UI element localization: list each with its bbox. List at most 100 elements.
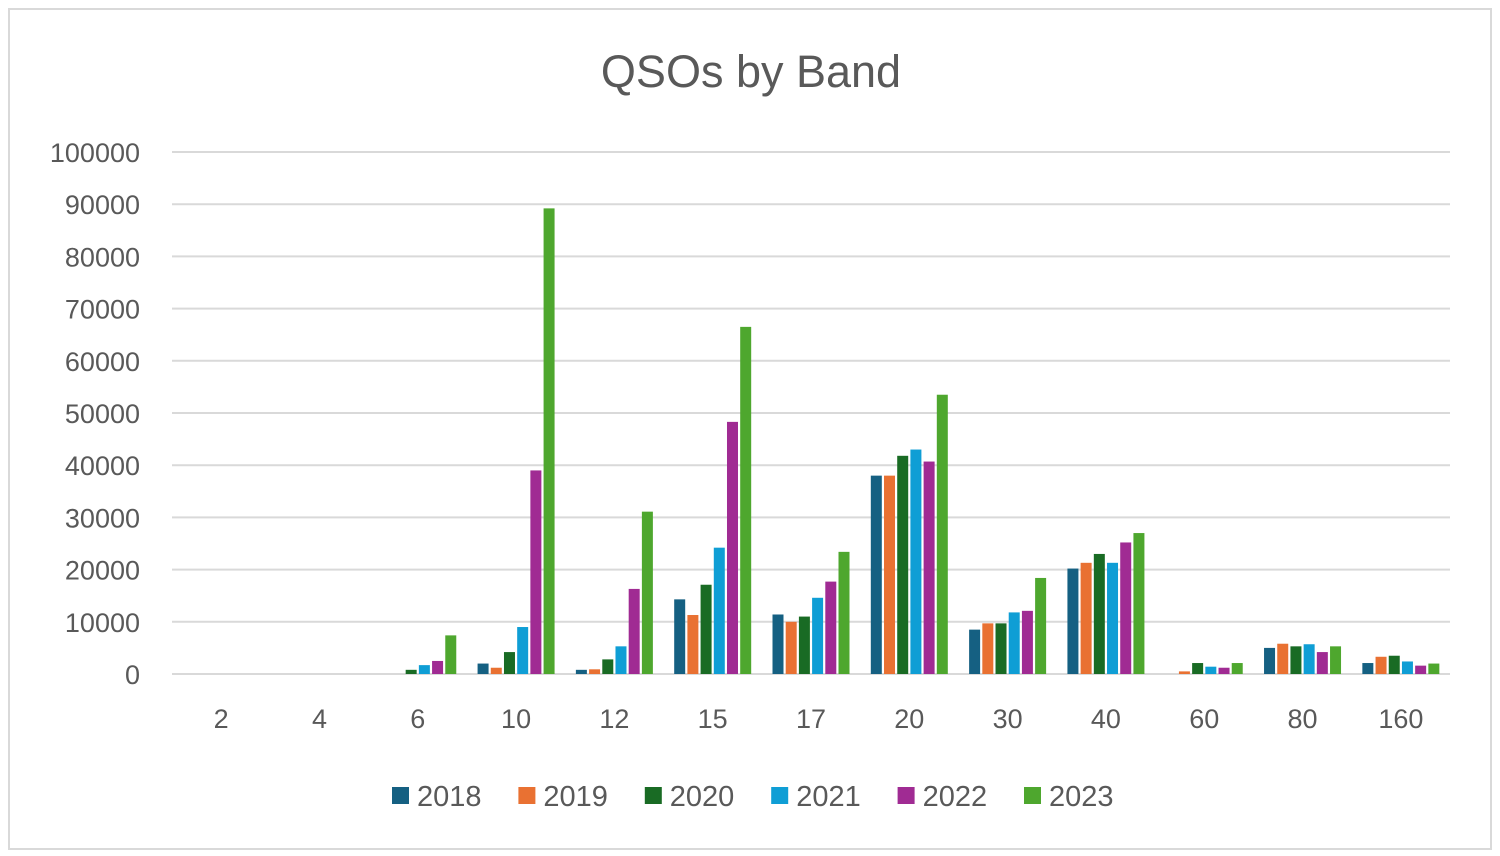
bar-2021-band-160 (1401, 661, 1413, 674)
bar-2022-band-20 (923, 461, 935, 674)
y-tick-label: 90000 (65, 190, 140, 220)
bar-2020-band-17 (798, 616, 810, 674)
bar-2018-band-17 (772, 614, 784, 674)
bar-2020-band-40 (1093, 553, 1105, 674)
y-tick-label: 20000 (65, 556, 140, 586)
y-tick-label: 40000 (65, 451, 140, 481)
bar-2021-band-40 (1107, 562, 1119, 674)
y-tick-label: 10000 (65, 608, 140, 638)
legend-swatch (1024, 787, 1041, 804)
bar-2022-band-80 (1316, 652, 1328, 674)
legend-item-2019: 2019 (518, 781, 608, 813)
x-tick-label: 12 (599, 704, 629, 734)
bars (405, 208, 1440, 674)
bar-2019-band-17 (785, 621, 797, 674)
x-tick-label: 15 (698, 704, 728, 734)
legend-item-2018: 2018 (392, 781, 482, 813)
bar-2023-band-60 (1231, 663, 1243, 674)
bar-2019-band-40 (1080, 562, 1092, 674)
legend-swatch (392, 787, 409, 804)
bar-2023-band-20 (936, 394, 948, 674)
bar-2023-band-40 (1133, 533, 1145, 674)
bar-2019-band-10 (490, 667, 502, 674)
bar-2021-band-15 (713, 547, 725, 674)
bar-2020-band-15 (700, 584, 712, 674)
top-cropped-caption (0, 0, 1500, 8)
bar-2020-band-80 (1290, 646, 1302, 674)
legend-swatch (897, 787, 915, 804)
y-tick-label: 80000 (65, 242, 140, 272)
y-tick-label: 60000 (65, 347, 140, 377)
bar-2022-band-30 (1021, 610, 1033, 674)
bar-2018-band-20 (870, 475, 882, 674)
bar-2018-band-40 (1067, 568, 1079, 674)
bar-2023-band-6 (445, 635, 457, 674)
legend-label: 2020 (670, 781, 735, 813)
bar-2020-band-20 (897, 455, 909, 674)
bar-2021-band-20 (910, 449, 922, 674)
bar-2022-band-160 (1415, 665, 1427, 674)
bar-2019-band-20 (884, 475, 896, 674)
bar-2020-band-160 (1388, 655, 1400, 674)
y-tick-label: 30000 (65, 503, 140, 533)
bar-2021-band-30 (1008, 612, 1020, 674)
bar-2023-band-17 (838, 551, 850, 674)
x-tick-label: 4 (312, 704, 327, 734)
bar-2023-band-15 (740, 326, 752, 674)
bar-2018-band-10 (477, 663, 489, 674)
bar-2023-band-30 (1035, 577, 1047, 674)
bar-2020-band-30 (995, 623, 1007, 674)
legend-label: 2019 (543, 781, 608, 813)
chart-area: QSOs by Band 0 10000 20000 30000 40000 50000 6… (8, 8, 1492, 850)
x-tick-label: 6 (410, 704, 425, 734)
bar-2020-band-60 (1192, 663, 1204, 674)
bar-2023-band-12 (641, 511, 653, 674)
bar-2022-band-40 (1120, 542, 1132, 674)
bar-2019-band-15 (687, 615, 699, 674)
x-tick-label: 60 (1189, 704, 1219, 734)
x-tick-label: 17 (796, 704, 826, 734)
chart-svg: QSOs by Band 0 10000 20000 30000 40000 50000 6… (50, 46, 1450, 813)
legend-label: 2018 (417, 781, 482, 813)
bar-2021-band-12 (615, 646, 627, 674)
bar-2021-band-10 (517, 627, 529, 674)
x-tick-label: 160 (1378, 704, 1423, 734)
bar-2022-band-12 (628, 588, 640, 674)
bar-2023-band-10 (543, 208, 555, 674)
bar-2019-band-30 (982, 623, 994, 674)
bar-2018-band-160 (1362, 663, 1374, 674)
bar-2018-band-30 (969, 629, 981, 674)
bar-2021-band-60 (1205, 666, 1217, 674)
bar-2018-band-12 (575, 669, 587, 674)
bar-2020-band-12 (602, 659, 614, 674)
y-tick-label: 100000 (50, 138, 140, 168)
bar-2019-band-160 (1375, 656, 1387, 674)
legend-label: 2021 (796, 781, 861, 813)
bar-2022-band-17 (825, 581, 837, 674)
bar-2018-band-15 (674, 599, 686, 674)
bar-2020-band-10 (503, 652, 515, 674)
x-tick-label: 20 (894, 704, 924, 734)
y-axis-ticks: 0 10000 20000 30000 40000 50000 60000 70000 8000… (50, 138, 140, 690)
chart-title: QSOs by Band (601, 46, 901, 97)
y-tick-label: 70000 (65, 295, 140, 325)
x-tick-label: 10 (501, 704, 531, 734)
legend-swatch (644, 787, 662, 804)
legend-item-2022: 2022 (897, 781, 987, 813)
legend-label: 2023 (1049, 781, 1114, 813)
bar-2022-band-10 (530, 470, 542, 674)
legend-swatch (771, 787, 789, 804)
gridlines (172, 151, 1450, 675)
legend-item-2020: 2020 (644, 781, 735, 813)
bar-2022-band-60 (1218, 667, 1230, 674)
bar-2023-band-80 (1330, 646, 1342, 674)
bar-2020-band-6 (405, 669, 417, 674)
bar-2023-band-160 (1428, 663, 1440, 674)
x-tick-label: 80 (1288, 704, 1318, 734)
bar-2019-band-80 (1277, 643, 1289, 674)
bar-2019-band-12 (589, 669, 601, 674)
bar-2021-band-80 (1303, 644, 1315, 674)
x-axis-ticks: 2 4 6 10 12 15 17 20 30 40 60 80 160 (214, 704, 1424, 734)
bar-2022-band-6 (432, 660, 444, 674)
legend-item-2023: 2023 (1024, 781, 1114, 813)
